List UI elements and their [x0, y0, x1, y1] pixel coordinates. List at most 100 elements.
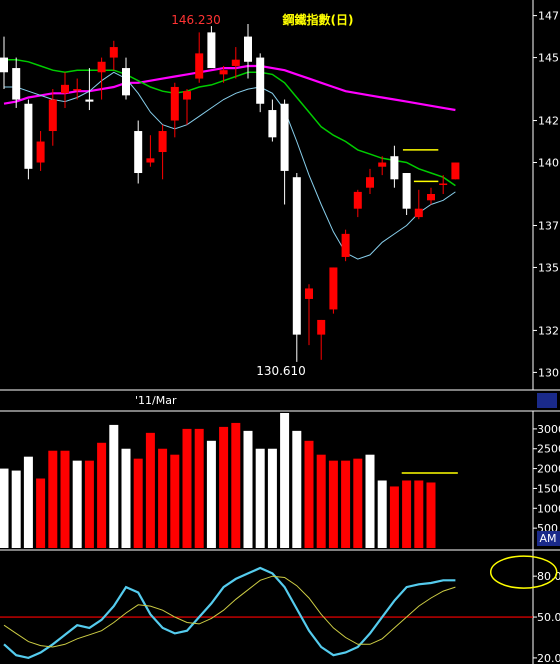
candle-body — [378, 162, 387, 167]
volume-y-tick-label: 2000 — [537, 463, 560, 476]
low-price-label: 130.610 — [256, 364, 306, 378]
volume-bar — [219, 426, 229, 548]
candle — [292, 173, 301, 362]
price-y-tick-label: 130 — [538, 366, 559, 379]
candle-body — [439, 183, 448, 186]
candle — [207, 26, 216, 69]
candle — [256, 53, 265, 113]
candle-body — [341, 233, 350, 257]
oscillator-d-line — [3, 575, 456, 648]
candle — [329, 267, 338, 314]
oscillator-annotations — [489, 555, 558, 589]
volume-bar — [11, 470, 21, 548]
volume-bar — [389, 486, 399, 548]
candle-body — [48, 99, 57, 132]
high-price-label: 146.230 — [171, 13, 221, 27]
date-strip-scrollbar[interactable] — [537, 393, 557, 408]
oscillator-y-tick-label: 20.0 — [537, 652, 560, 664]
volume-bar — [170, 454, 180, 548]
volume-bar — [121, 448, 131, 548]
volume-bar — [365, 454, 375, 548]
candle — [85, 68, 94, 111]
volume-bar — [341, 460, 351, 548]
volume-bar — [402, 480, 412, 548]
volume-y-tick-label: 3000 — [537, 423, 560, 436]
oscillator-y-tick-label: 50.0 — [537, 611, 560, 624]
annotation-ellipse — [489, 555, 558, 589]
candle — [97, 57, 106, 100]
volume-bar — [328, 460, 338, 548]
candle — [0, 36, 8, 90]
candle — [183, 89, 191, 125]
moving-average-ma-mid — [4, 58, 456, 187]
volume-bar — [304, 440, 314, 548]
price-panel: 鋼鐵指數(日) 146.230 130.610 1471451421401371… — [0, 0, 560, 391]
date-strip: '11/Mar — [0, 393, 560, 412]
volume-bar — [60, 450, 70, 548]
volume-bar — [353, 458, 363, 548]
candle-body — [12, 68, 21, 100]
oscillator-lines — [3, 566, 456, 660]
candle — [244, 23, 252, 79]
volume-bar — [72, 460, 82, 548]
candle — [109, 40, 118, 71]
volume-bar — [231, 422, 241, 548]
volume-bar — [133, 458, 143, 548]
candle — [231, 47, 240, 79]
volume-y-tick-label: 1000 — [537, 502, 560, 515]
candle-body — [366, 177, 374, 188]
volume-axis-tag: AM — [539, 532, 556, 545]
date-label: '11/Mar — [135, 394, 177, 407]
candle — [390, 145, 399, 188]
candle — [451, 162, 460, 180]
candle — [341, 229, 350, 262]
candle — [305, 284, 313, 346]
candle — [317, 319, 326, 360]
volume-bar — [84, 460, 94, 548]
volume-y-tick-label: 1500 — [537, 482, 560, 495]
candlestick-series — [0, 23, 460, 362]
volume-bar — [377, 480, 387, 548]
volume-bar — [426, 482, 436, 548]
price-y-tick-label: 145 — [538, 52, 559, 65]
volume-bar — [316, 454, 326, 548]
candle-body — [451, 162, 460, 180]
volume-bar-series — [0, 413, 436, 548]
candle — [122, 57, 130, 100]
volume-bar — [145, 432, 155, 548]
candle-body — [390, 156, 399, 180]
volume-bar — [0, 468, 9, 548]
candle-body — [402, 173, 411, 209]
candle-body — [292, 177, 301, 335]
candle — [353, 189, 362, 218]
candle — [378, 156, 387, 176]
candle — [195, 32, 204, 83]
candle — [439, 175, 448, 194]
candle-body — [256, 57, 265, 104]
candle-body — [329, 267, 338, 310]
volume-bar — [255, 448, 265, 548]
volume-bar — [97, 442, 107, 548]
volume-bar — [280, 413, 290, 548]
volume-y-tick-label: 2500 — [537, 443, 560, 456]
candle-body — [231, 59, 240, 66]
candle — [36, 131, 45, 171]
candle — [414, 189, 423, 220]
candle — [73, 78, 82, 100]
oscillator-y-tick-label: 80.0 — [537, 570, 560, 583]
candle-body — [0, 57, 8, 73]
candle — [61, 72, 69, 108]
candle-body — [146, 158, 155, 163]
chart-title: 鋼鐵指數(日) — [282, 12, 354, 27]
volume-bar — [36, 478, 46, 548]
volume-bar — [267, 448, 277, 548]
volume-bar — [243, 430, 253, 548]
candle-body — [170, 86, 179, 121]
oscillator-k-line — [3, 566, 456, 660]
candle — [366, 168, 374, 194]
candle-body — [36, 141, 45, 163]
candle-body — [195, 53, 204, 79]
candle-body — [24, 103, 33, 169]
volume-bar — [206, 440, 216, 548]
